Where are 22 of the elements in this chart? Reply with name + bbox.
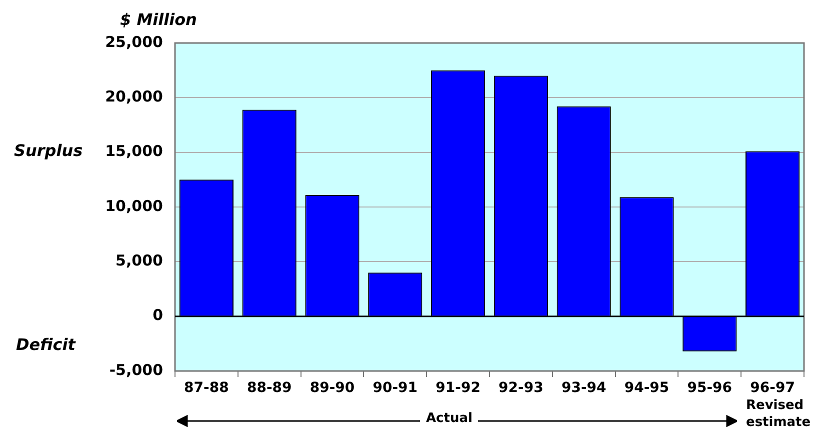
x-tick-label: 94-95 bbox=[624, 380, 670, 396]
x-tick-label: 90-91 bbox=[372, 380, 418, 396]
y-tick-label: 20,000 bbox=[105, 88, 163, 106]
x-tick-label: 91-92 bbox=[436, 380, 480, 396]
text: Deficit bbox=[16, 335, 76, 354]
text: Actual bbox=[420, 411, 478, 426]
text: Surplus bbox=[14, 141, 83, 160]
x-tick-label: 96-97 bbox=[750, 380, 795, 396]
y-tick-label: 0 bbox=[152, 306, 163, 324]
x-tick-label: 87-88 bbox=[184, 380, 229, 396]
y-tick-label: 25,000 bbox=[105, 32, 163, 51]
x-tick-label: 89-90 bbox=[310, 380, 355, 396]
x-tick-label: 95-96 bbox=[687, 380, 732, 396]
y-axis-title: $ Million bbox=[120, 10, 197, 29]
x-tick-label: 92-93 bbox=[498, 380, 544, 396]
y-tick-label: -5,000 bbox=[109, 360, 163, 379]
text: Revised estimate bbox=[746, 397, 812, 431]
x-tick-label: 88-89 bbox=[246, 380, 292, 396]
y-tick-label: 10,000 bbox=[105, 196, 163, 215]
x-tick-label: 93-94 bbox=[561, 380, 606, 396]
y-tick-label: 5,000 bbox=[116, 252, 163, 270]
y-tick-label: 15,000 bbox=[105, 142, 163, 160]
